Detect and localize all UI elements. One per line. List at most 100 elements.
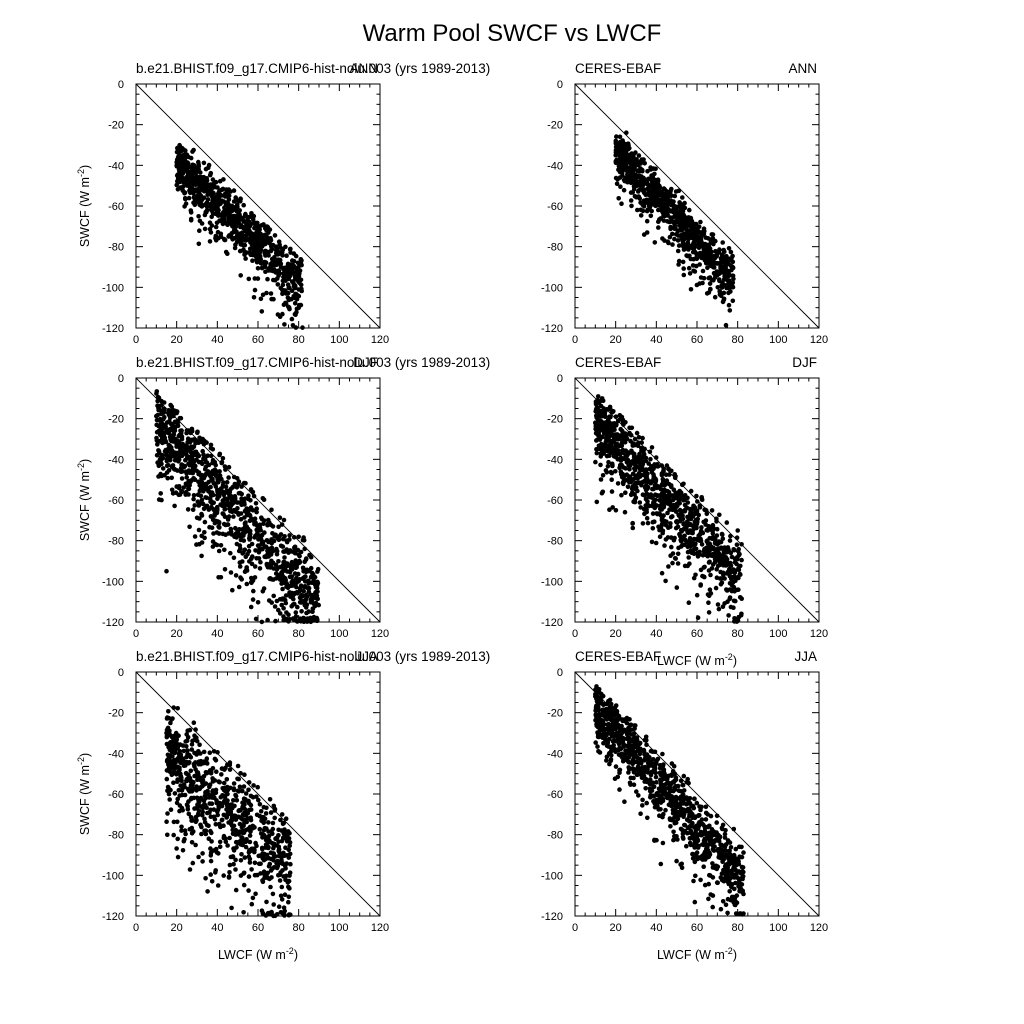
data-point: [719, 285, 725, 290]
data-point: [662, 543, 667, 548]
x-tick-label: 40: [650, 628, 662, 640]
data-point: [661, 479, 667, 484]
data-point: [259, 818, 264, 823]
data-point: [211, 531, 216, 536]
data-point: [627, 430, 632, 436]
data-point: [244, 819, 249, 825]
data-point: [251, 783, 256, 788]
y-tick-label: 0: [557, 373, 563, 385]
data-point: [645, 520, 651, 526]
data-point: [650, 198, 656, 203]
data-point: [688, 543, 693, 549]
data-point: [234, 234, 240, 240]
data-point: [175, 764, 180, 770]
data-point: [284, 582, 290, 587]
data-point: [173, 450, 178, 456]
data-point: [212, 756, 218, 762]
data-point: [170, 770, 176, 775]
data-point: [206, 162, 212, 168]
data-point: [174, 846, 179, 851]
data-point: [721, 290, 727, 296]
data-point: [264, 290, 269, 296]
y-tick-label: -60: [108, 201, 124, 213]
data-point: [236, 584, 242, 590]
data-point: [659, 570, 665, 576]
data-point: [719, 531, 725, 537]
data-point: [217, 525, 222, 530]
data-point: [167, 740, 173, 746]
data-point: [263, 811, 269, 816]
data-point: [310, 609, 315, 614]
data-point: [170, 716, 175, 721]
data-point: [661, 468, 666, 474]
data-point: [209, 214, 214, 220]
data-point: [162, 414, 167, 420]
data-point: [189, 789, 195, 794]
data-point: [603, 430, 609, 436]
data-point: [249, 580, 254, 586]
data-point: [167, 419, 172, 424]
data-point: [187, 440, 193, 445]
data-point: [281, 820, 286, 826]
data-point: [197, 786, 202, 792]
data-point: [702, 251, 708, 257]
data-point: [635, 464, 640, 470]
data-point: [282, 555, 287, 560]
data-point: [649, 479, 654, 485]
data-point: [676, 258, 682, 264]
data-point: [188, 768, 194, 774]
data-point: [191, 476, 196, 481]
data-point: [643, 503, 648, 508]
data-point: [203, 202, 209, 208]
data-point: [254, 506, 259, 512]
data-point: [174, 182, 179, 188]
x-tick-label: 80: [293, 334, 305, 346]
data-point: [205, 889, 210, 894]
data-point: [200, 851, 205, 856]
data-point: [686, 215, 691, 221]
data-point: [657, 527, 662, 533]
data-point: [242, 813, 247, 818]
data-point: [180, 168, 185, 173]
data-point: [164, 568, 169, 574]
reference-line: [574, 83, 820, 329]
data-point: [204, 495, 209, 501]
data-point: [209, 801, 215, 806]
data-point: [296, 302, 302, 308]
data-point: [213, 179, 219, 185]
data-point: [671, 537, 677, 543]
data-point: [186, 181, 192, 186]
x-tick-label: 120: [371, 628, 389, 640]
data-point: [703, 518, 709, 523]
data-point: [644, 197, 649, 203]
data-point: [695, 499, 700, 504]
data-point: [721, 297, 727, 303]
data-point: [297, 560, 302, 566]
data-point: [215, 469, 220, 475]
data-point: [636, 153, 642, 158]
data-point: [737, 571, 743, 577]
data-point: [187, 462, 192, 468]
data-point: [739, 542, 744, 547]
data-point: [635, 189, 641, 194]
data-point: [266, 517, 271, 523]
data-point: [270, 560, 276, 566]
data-point: [694, 263, 699, 269]
data-point: [730, 259, 736, 265]
data-point: [732, 618, 737, 624]
x-tick-label: 60: [252, 334, 264, 346]
data-point: [206, 462, 212, 468]
data-point: [248, 604, 254, 610]
data-point: [233, 817, 239, 822]
data-point: [196, 189, 202, 194]
data-point: [227, 870, 232, 875]
data-point: [172, 428, 178, 433]
data-point: [605, 464, 611, 469]
data-point: [221, 512, 226, 517]
data-point: [668, 209, 674, 214]
data-point: [239, 852, 244, 857]
data-point: [159, 435, 165, 440]
x-tick-label: 20: [171, 628, 183, 640]
data-point: [293, 253, 299, 259]
data-point: [627, 165, 632, 170]
